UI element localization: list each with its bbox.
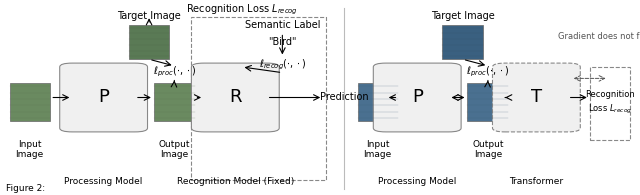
Bar: [129, 25, 170, 59]
Text: Processing Model: Processing Model: [378, 177, 456, 186]
FancyBboxPatch shape: [373, 63, 461, 132]
Text: Semantic Label: Semantic Label: [244, 20, 320, 30]
Bar: [442, 25, 483, 59]
Text: Prediction: Prediction: [320, 92, 369, 103]
Bar: [154, 83, 195, 121]
Text: Recognition Model (Fixed): Recognition Model (Fixed): [177, 177, 294, 186]
Text: Figure 2:: Figure 2:: [6, 184, 49, 193]
Text: Gradient does not flow through: Gradient does not flow through: [558, 32, 640, 41]
Text: P: P: [98, 89, 109, 106]
Text: Transformer: Transformer: [509, 177, 563, 186]
Text: $\ell_{proc}(\cdot,\cdot)$: $\ell_{proc}(\cdot,\cdot)$: [153, 65, 196, 79]
Bar: [467, 83, 508, 121]
Text: P: P: [412, 89, 422, 106]
Text: Recognition
Loss $\mathit{L}_{recog}$: Recognition Loss $\mathit{L}_{recog}$: [586, 90, 636, 116]
Text: "Bird": "Bird": [268, 37, 296, 47]
FancyBboxPatch shape: [493, 63, 580, 132]
Text: Recognition Loss $\mathit{L}_{recog}$: Recognition Loss $\mathit{L}_{recog}$: [186, 2, 298, 17]
Bar: [191, 17, 326, 180]
Text: R: R: [229, 89, 241, 106]
Bar: [358, 83, 398, 121]
FancyBboxPatch shape: [191, 63, 279, 132]
Text: Target Image: Target Image: [118, 11, 181, 21]
Text: Target Image: Target Image: [431, 11, 495, 21]
Text: T: T: [531, 89, 542, 106]
Text: Processing Model: Processing Model: [65, 177, 143, 186]
Text: Input
Image: Input Image: [15, 140, 44, 159]
Text: $\ell_{proc}(\cdot,\cdot)$: $\ell_{proc}(\cdot,\cdot)$: [467, 65, 509, 79]
Text: $\ell_{recog}(\cdot,\cdot)$: $\ell_{recog}(\cdot,\cdot)$: [259, 58, 306, 72]
Text: Output
Image: Output Image: [472, 140, 504, 159]
Bar: [10, 83, 51, 121]
FancyBboxPatch shape: [60, 63, 148, 132]
Text: Input
Image: Input Image: [364, 140, 392, 159]
Text: Output
Image: Output Image: [159, 140, 190, 159]
Bar: [589, 67, 630, 140]
